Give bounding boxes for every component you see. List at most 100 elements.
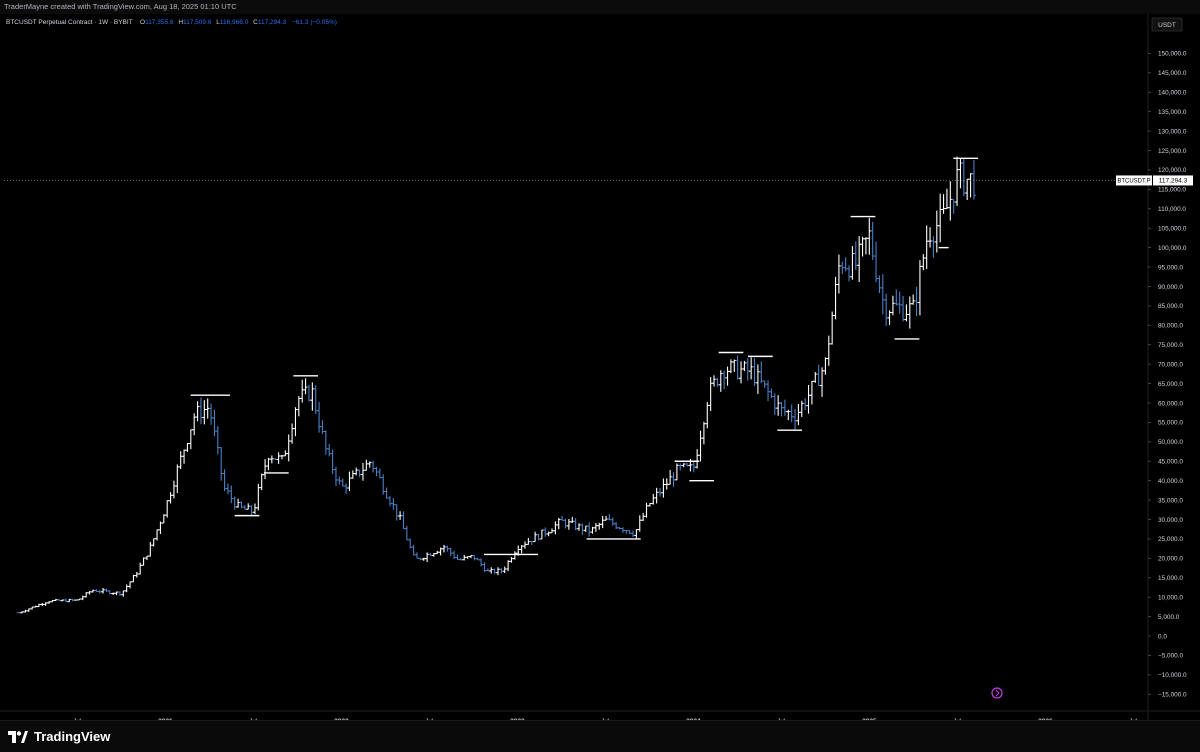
- ohlc-bar: [766, 380, 771, 402]
- y-tick-label: 95,000.0: [1158, 264, 1183, 271]
- ohlc-bar: [961, 158, 966, 197]
- currency-button[interactable]: USDT: [1151, 17, 1183, 32]
- y-tick-label: 75,000.0: [1158, 342, 1183, 349]
- ohlc-bar: [327, 443, 332, 457]
- ohlc-bar: [755, 364, 760, 394]
- ohlc-bar: [941, 194, 946, 214]
- attribution-text: TraderMayne created with TradingView.com…: [4, 2, 237, 11]
- ohlc-bar: [101, 587, 106, 594]
- y-tick-label: 0.0: [1158, 633, 1167, 640]
- ohlc-bar: [593, 522, 598, 532]
- ohlc-bar: [263, 459, 268, 480]
- ohlc-bar: [894, 289, 899, 306]
- ohlc-bar: [695, 449, 700, 469]
- ohlc-bar: [323, 430, 328, 455]
- y-tick-label: 20,000.0: [1158, 556, 1183, 563]
- y-tick-label: 120,000.0: [1158, 167, 1187, 174]
- y-tick-label: 145,000.0: [1158, 70, 1187, 77]
- tradingview-logo[interactable]: TradingView: [8, 729, 110, 744]
- ohlc-bar: [566, 518, 571, 530]
- ohlc-bar: [610, 517, 615, 526]
- tradingview-logo-icon: [8, 730, 28, 743]
- ohlc-bar: [809, 380, 814, 405]
- ohlc-bar: [823, 357, 828, 375]
- y-tick-label: 60,000.0: [1158, 400, 1183, 407]
- ohlc-bar: [357, 469, 362, 478]
- y-tick-label: 10,000.0: [1158, 594, 1183, 601]
- ohlc-bar: [674, 463, 679, 481]
- ohlc-bar: [560, 515, 565, 521]
- ohlc-bar: [347, 471, 352, 492]
- ohlc-bar: [712, 375, 717, 387]
- grid-layer: [0, 14, 1200, 720]
- ohlc-bar: [401, 511, 406, 530]
- ohlc-bar: [155, 529, 160, 541]
- ohlc-bar: [303, 378, 308, 395]
- price-axis[interactable]: −15,000.0 −10,000.0 −5,000.0 0.0 5,000.0 10,0…: [1148, 51, 1187, 699]
- ohlc-bar: [948, 181, 953, 221]
- ohlc-bar: [772, 393, 777, 415]
- ohlc-bar: [344, 483, 349, 495]
- ohlc-bar: [175, 464, 180, 493]
- ohlc-bar: [377, 468, 382, 479]
- currency-label: USDT: [1158, 22, 1176, 29]
- ohlc-bar: [384, 487, 389, 499]
- chart-frame[interactable]: −15,000.0 −10,000.0 −5,000.0 0.0 5,000.0 10,0…: [0, 14, 1200, 725]
- ohlc-bar: [583, 525, 588, 532]
- ohlc-bar: [242, 505, 247, 510]
- ohlc-bar: [907, 296, 912, 329]
- ohlc-bar: [644, 502, 649, 518]
- ohlc-bar: [354, 467, 359, 476]
- y-tick-label: −5,000.0: [1158, 653, 1183, 660]
- ohlc-bar: [387, 496, 392, 507]
- ohlc-bar: [259, 473, 264, 491]
- ohlc-chart[interactable]: −15,000.0 −10,000.0 −5,000.0 0.0 5,000.0 10,0…: [0, 14, 1200, 725]
- ohlc-bar: [587, 522, 592, 537]
- ohlc-bar: [512, 551, 517, 560]
- ohlc-bar: [198, 397, 203, 425]
- y-tick-label: 70,000.0: [1158, 361, 1183, 368]
- ohlc-bar: [877, 275, 882, 294]
- ohlc-bar: [901, 295, 906, 322]
- y-tick-label: 40,000.0: [1158, 478, 1183, 485]
- ohlc-bar: [171, 480, 176, 499]
- ohlc-bar: [938, 193, 943, 243]
- ohlc-bar: [857, 236, 862, 282]
- ohlc-bar: [739, 361, 744, 384]
- ohlc-bar: [350, 470, 355, 479]
- ohlc-bar: [830, 311, 835, 345]
- ohlc-bar: [296, 395, 301, 417]
- annotation-layer: [4, 157, 1148, 556]
- ohlc-bar: [141, 557, 146, 566]
- ohlc-bar: [580, 523, 585, 535]
- ohlc-bar: [472, 555, 477, 561]
- ohlc-bar: [195, 401, 200, 422]
- ohlc-bar: [124, 584, 129, 593]
- ohlc-bar: [276, 452, 281, 464]
- ohlc-bar: [249, 505, 254, 516]
- ohlc-bar: [404, 525, 409, 541]
- ohlc-bar: [495, 567, 500, 576]
- ohlc-bar: [806, 384, 811, 414]
- ohlc-bar: [553, 521, 558, 535]
- ohlc-bar: [796, 404, 801, 426]
- ohlc-bar: [128, 581, 133, 589]
- ohlc-bar: [928, 227, 933, 248]
- y-tick-label: 5,000.0: [1158, 614, 1180, 621]
- ohlc-bar: [394, 504, 399, 521]
- ohlc-bar: [890, 295, 895, 316]
- ohlc-bar: [968, 173, 973, 198]
- ohlc-bar: [330, 449, 335, 474]
- ohlc-bar: [951, 198, 956, 214]
- event-marker-icon[interactable]: [991, 687, 1003, 699]
- ohlc-bar: [789, 404, 794, 423]
- ohlc-bar: [134, 571, 139, 578]
- ohlc-bar: [728, 359, 733, 374]
- y-tick-label: 105,000.0: [1158, 226, 1187, 233]
- ohlc-bar: [222, 469, 227, 492]
- y-tick-label: 115,000.0: [1158, 187, 1186, 194]
- ohlc-bar: [188, 429, 193, 450]
- ohlc-bar: [543, 527, 548, 537]
- ohlc-bar: [178, 451, 183, 470]
- ohlc-bar: [860, 236, 865, 257]
